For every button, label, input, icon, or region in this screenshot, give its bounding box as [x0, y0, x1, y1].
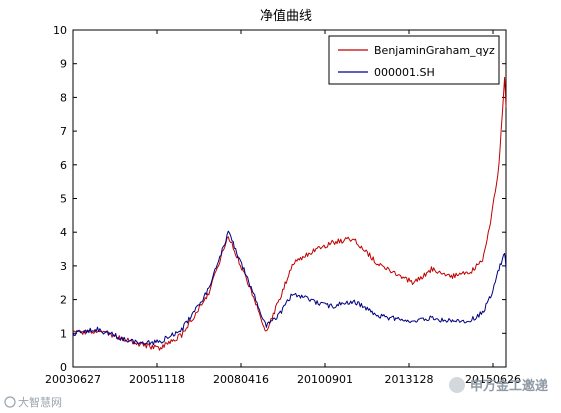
watermark-left: 大智慧网: [4, 395, 62, 409]
y-tick-label: 0: [60, 361, 67, 374]
x-tick-label: 20080416: [213, 373, 269, 386]
y-tick-label: 8: [60, 91, 67, 104]
y-tick-label: 1: [60, 327, 67, 340]
watermark-right: 申万金工邀递: [449, 377, 548, 394]
x-tick-label: 20150626: [465, 373, 521, 386]
watermark-right-icon: [449, 377, 465, 393]
y-tick-label: 6: [60, 159, 67, 172]
legend-box: [328, 35, 500, 85]
y-tick-label: 5: [60, 193, 67, 206]
y-axis-ticks: 0 1 2 3 4 5 6 7 8 9 10: [53, 24, 506, 374]
x-axis-ticks: 20030627 20051118 20080416 20100901 2013128 2…: [45, 30, 521, 386]
y-tick-label: 10: [53, 24, 67, 37]
y-tick-label: 3: [60, 260, 67, 273]
legend-label-000001sh: 000001.SH: [374, 66, 435, 79]
y-tick-label: 2: [60, 294, 67, 307]
y-tick-label: 7: [60, 125, 67, 138]
series-line-benjamingraham: [72, 76, 507, 351]
x-tick-label: 2013128: [385, 373, 434, 386]
series-lines: [72, 76, 507, 351]
legend-label-benjamingraham: BenjaminGraham_qyz: [374, 44, 495, 57]
watermark-left-icon: [4, 396, 16, 408]
series-line-000001sh: [72, 230, 507, 346]
watermark-left-text: 大智慧网: [18, 395, 62, 409]
y-tick-label: 9: [60, 58, 67, 71]
plot-area: [72, 29, 507, 368]
y-tick-label: 4: [60, 226, 67, 239]
watermark-right-text: 申万金工邀递: [470, 378, 548, 394]
x-tick-label: 20051118: [129, 373, 185, 386]
legend: BenjaminGraham_qyz 000001.SH: [328, 35, 500, 85]
x-tick-label: 20030627: [45, 373, 101, 386]
chart-title: 净值曲线: [260, 8, 312, 24]
x-tick-label: 20100901: [297, 373, 353, 386]
